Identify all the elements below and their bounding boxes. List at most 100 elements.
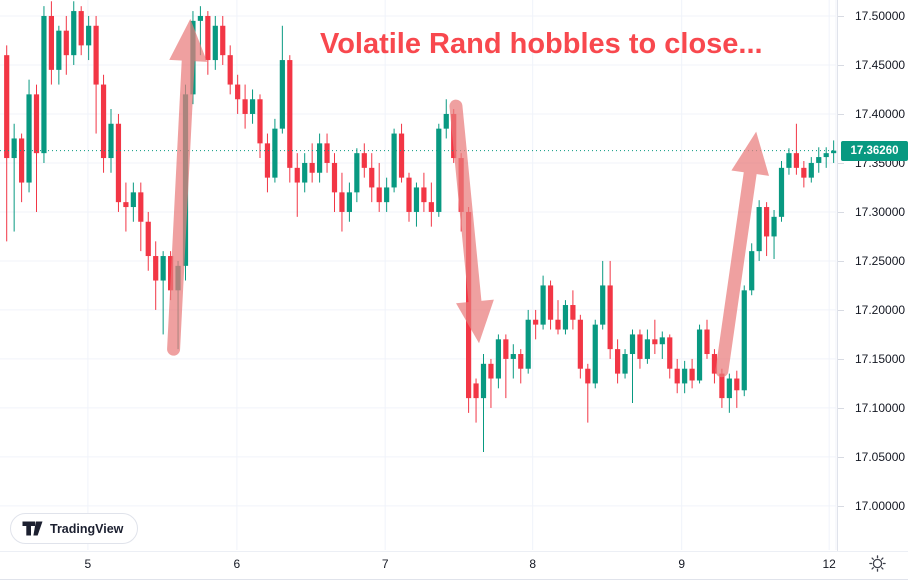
candle-up: [749, 251, 755, 291]
time-axis-label: 6: [233, 557, 241, 571]
candle-down: [331, 162, 338, 193]
candle-up: [756, 207, 762, 252]
candle-down: [585, 368, 591, 384]
candle-down: [503, 339, 509, 359]
candle-up: [726, 378, 732, 399]
candle-down: [115, 123, 122, 203]
candle-up: [443, 113, 449, 129]
candle-down: [78, 11, 84, 46]
candle-down: [168, 256, 174, 291]
price-axis-tick: [838, 358, 844, 360]
candle-up: [592, 324, 598, 384]
candle-up: [436, 128, 442, 212]
price-axis-label: 17.20000: [855, 302, 906, 317]
candle-down: [19, 138, 25, 183]
tradingview-logo[interactable]: TradingView: [10, 513, 139, 544]
candle-up: [41, 15, 47, 154]
price-axis-tick: [838, 505, 844, 507]
candle-up: [622, 354, 628, 374]
candle-up: [317, 143, 323, 173]
price-axis-label: 17.25000: [855, 253, 906, 268]
candle-up: [272, 128, 278, 178]
candle-up: [778, 167, 785, 217]
candle-up: [816, 157, 822, 163]
chart-annotation-headline[interactable]: Volatile Rand hobbles to close...: [320, 28, 763, 60]
candle-down: [667, 337, 673, 369]
candle-down: [294, 167, 300, 183]
trend-arrow-down-2[interactable]: [449, 99, 494, 344]
trend-arrow-up-3[interactable]: [715, 131, 770, 378]
price-axis-label: 17.50000: [855, 8, 906, 23]
candle-down: [570, 305, 576, 320]
candle-down: [4, 55, 10, 159]
candle-up: [391, 133, 397, 188]
candle-down: [428, 202, 434, 212]
price-axis-tick: [838, 113, 844, 115]
trend-arrow-up-1[interactable]: [167, 18, 208, 356]
candle-down: [801, 167, 807, 178]
last-price-label: 17.36260: [841, 140, 908, 161]
gear-icon[interactable]: [868, 554, 887, 573]
candlestick-chart-canvas[interactable]: [0, 0, 837, 551]
candle-up: [771, 216, 777, 237]
candle-up: [495, 339, 501, 379]
candle-down: [674, 368, 680, 384]
time-axis[interactable]: 5 6 7 8 9 12: [0, 551, 908, 580]
candle-up: [600, 285, 606, 325]
price-axis-label: 17.05000: [855, 449, 906, 464]
candle-down: [309, 162, 315, 173]
candle-down: [361, 153, 367, 168]
candle-down: [205, 15, 211, 61]
price-axis-label: 17.10000: [855, 400, 906, 415]
candle-down: [123, 202, 129, 208]
candle-down: [615, 349, 621, 374]
candle-down: [488, 363, 494, 379]
candle-up: [823, 153, 829, 158]
candle-down: [145, 221, 151, 257]
candle-down: [421, 187, 427, 203]
price-axis-tick: [838, 15, 844, 17]
candle-up: [644, 339, 650, 359]
tradingview-logo-icon: [22, 521, 43, 536]
candle-up: [540, 285, 546, 325]
candle-up: [160, 256, 166, 281]
candle-down: [555, 319, 561, 330]
price-axis-label: 17.30000: [855, 204, 906, 219]
candle-down: [689, 368, 695, 381]
candle-down: [339, 192, 345, 212]
candle-up: [11, 138, 17, 159]
candle-down: [33, 94, 40, 154]
candle-down: [220, 25, 226, 56]
candle-up: [302, 162, 308, 183]
candle-up: [212, 25, 218, 61]
candle-down: [406, 177, 412, 212]
price-axis[interactable]: 17.50000 17.45000 17.40000 17.35000 17.30000…: [837, 0, 908, 551]
candle-down: [577, 319, 583, 369]
candle-up: [831, 150, 837, 154]
candle-down: [547, 285, 554, 320]
candle-down: [63, 30, 69, 56]
candle-up: [108, 123, 114, 159]
tradingview-logo-label: TradingView: [50, 521, 124, 536]
candle-down: [652, 339, 658, 345]
candle-up: [696, 329, 703, 381]
price-axis-tick: [838, 64, 844, 66]
candle-down: [764, 207, 770, 237]
candle-down: [711, 354, 718, 374]
candle-up: [413, 187, 420, 212]
candle-down: [734, 378, 740, 391]
price-axis-tick: [838, 162, 844, 164]
price-axis-tick: [838, 456, 844, 458]
price-axis-tick: [838, 211, 844, 213]
price-axis-label: 17.00000: [855, 498, 906, 513]
candle-down: [257, 99, 263, 144]
candle-up: [26, 94, 32, 183]
candle-down: [324, 143, 330, 163]
candle-up: [279, 60, 285, 129]
candle-down: [793, 153, 799, 168]
candle-down: [264, 143, 271, 178]
candle-up: [525, 319, 531, 369]
candle-down: [533, 319, 539, 325]
candle-up: [71, 11, 77, 56]
